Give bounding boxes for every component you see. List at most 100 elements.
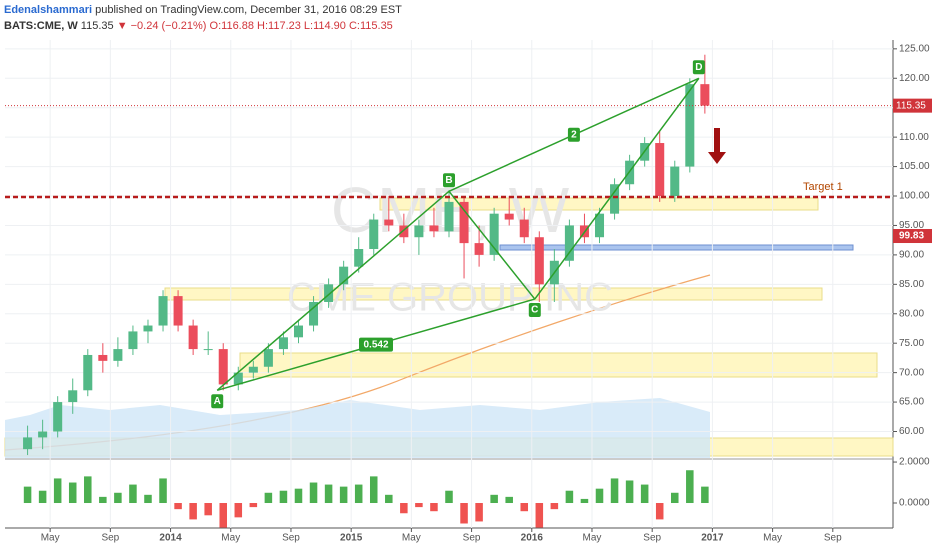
pattern-point-box: [211, 394, 224, 409]
x-tick-label: Sep: [643, 533, 661, 544]
candle-body: [309, 301, 319, 326]
histogram-bar: [580, 498, 589, 504]
candle-body: [594, 213, 605, 238]
histogram-bar: [159, 478, 167, 504]
histogram-bar: [505, 496, 513, 504]
candle-body: [38, 431, 48, 438]
histogram-bar: [38, 490, 47, 504]
pattern-point-label: C: [531, 305, 538, 316]
histogram-bar: [53, 478, 62, 504]
candle-body: [685, 84, 695, 167]
pattern-ratio-box: [359, 337, 394, 352]
symbol: BATS:CME, W: [4, 20, 78, 32]
x-tick-label: Sep: [824, 533, 842, 544]
y-tick-label: 125.00: [899, 43, 930, 54]
x-tick-label: 2016: [521, 533, 544, 544]
histogram-bar: [701, 486, 709, 504]
author[interactable]: Edenalshammari: [4, 4, 93, 16]
y-tick-label: 110.00: [899, 132, 929, 143]
x-tick-label: May: [763, 533, 782, 544]
histogram-bar: [640, 484, 649, 504]
histogram-bar: [339, 486, 348, 504]
y-tick-label: 70.00: [899, 367, 924, 378]
candle-body: [354, 249, 364, 267]
candle-body: [519, 219, 529, 238]
histogram-bar: [490, 494, 498, 504]
candle-body: [339, 266, 349, 285]
candle-body: [399, 225, 409, 238]
candle-body: [278, 337, 288, 350]
histogram-bar: [264, 492, 273, 504]
ohlc: O:116.88 H:117.23 L:114.90 C:115.35: [209, 20, 393, 32]
zone: [499, 244, 854, 251]
pattern-point-box: [692, 60, 705, 75]
target-box: [893, 229, 932, 244]
header-line: Edenalshammari published on TradingView.…: [4, 2, 402, 18]
y-tick-label: 85.00: [899, 279, 924, 290]
candle-body: [248, 366, 258, 373]
candle-body: [53, 402, 63, 432]
pattern-ratio-label: 0.542: [363, 339, 388, 350]
histogram-bar: [369, 476, 378, 504]
pattern-leg: [448, 190, 536, 300]
y-tick-label: 2.0000: [899, 457, 930, 468]
histogram-bar: [294, 488, 303, 504]
price: 115.35: [80, 20, 114, 32]
pattern-ratio-box: [567, 127, 580, 142]
pattern-point-label: A: [214, 396, 221, 407]
histogram-bar: [686, 470, 694, 504]
candle-body: [414, 225, 424, 238]
x-tick-label: Sep: [101, 533, 119, 544]
candle-body: [188, 325, 198, 350]
histogram-bar: [671, 492, 679, 504]
watermark-name: CME GROUP INC: [287, 276, 613, 320]
change: ▼ −0.24 (−0.21%): [116, 20, 207, 32]
candle-body: [489, 213, 499, 255]
pattern-point-label: D: [695, 62, 702, 73]
histogram-bar: [354, 484, 363, 504]
histogram-bar: [114, 492, 122, 504]
histogram-bar: [415, 503, 423, 508]
arrow: [708, 128, 726, 164]
histogram-bar: [520, 503, 529, 512]
candle-body: [143, 325, 153, 332]
histogram-bar: [189, 503, 197, 520]
candle-body: [670, 166, 680, 197]
y-tick-label: 90.00: [899, 250, 924, 261]
candle-body: [384, 219, 394, 226]
published: published on TradingView.com, December 3…: [95, 4, 402, 16]
histogram-bar: [595, 488, 604, 504]
histogram-bar: [219, 503, 227, 528]
x-tick-label: 2017: [701, 533, 724, 544]
histogram-bar: [430, 503, 438, 512]
y-tick-label: 95.00: [899, 220, 924, 231]
y-tick-label: 120.00: [899, 73, 930, 84]
x-tick-label: May: [402, 533, 421, 544]
pattern-leg: [216, 190, 450, 391]
y-tick-label: 100.00: [899, 191, 930, 202]
histogram-bar: [655, 503, 664, 520]
candle-body: [203, 349, 213, 351]
y-tick-label: 75.00: [899, 338, 924, 349]
histogram-bar: [309, 482, 318, 504]
candle-body: [610, 184, 620, 214]
y-tick-label: 0.0000: [899, 498, 930, 509]
candle-body: [444, 201, 454, 232]
candle-body: [98, 354, 108, 361]
header: Edenalshammari published on TradingView.…: [4, 2, 402, 34]
header-line: BATS:CME, W 115.35 ▼ −0.24 (−0.21%) O:11…: [4, 18, 402, 34]
histogram-bar: [535, 503, 544, 528]
target-name: Target 1: [803, 181, 843, 193]
volume-area: [5, 398, 710, 458]
histogram-bar: [234, 503, 243, 518]
candle-body: [534, 237, 544, 285]
histogram-bar: [475, 503, 483, 522]
candle-body: [700, 84, 710, 106]
candle-body: [23, 437, 33, 450]
candle-body: [504, 213, 514, 220]
x-tick-label: 2015: [340, 533, 363, 544]
y-tick-label: 105.00: [899, 161, 930, 172]
histogram-bar: [610, 478, 619, 504]
